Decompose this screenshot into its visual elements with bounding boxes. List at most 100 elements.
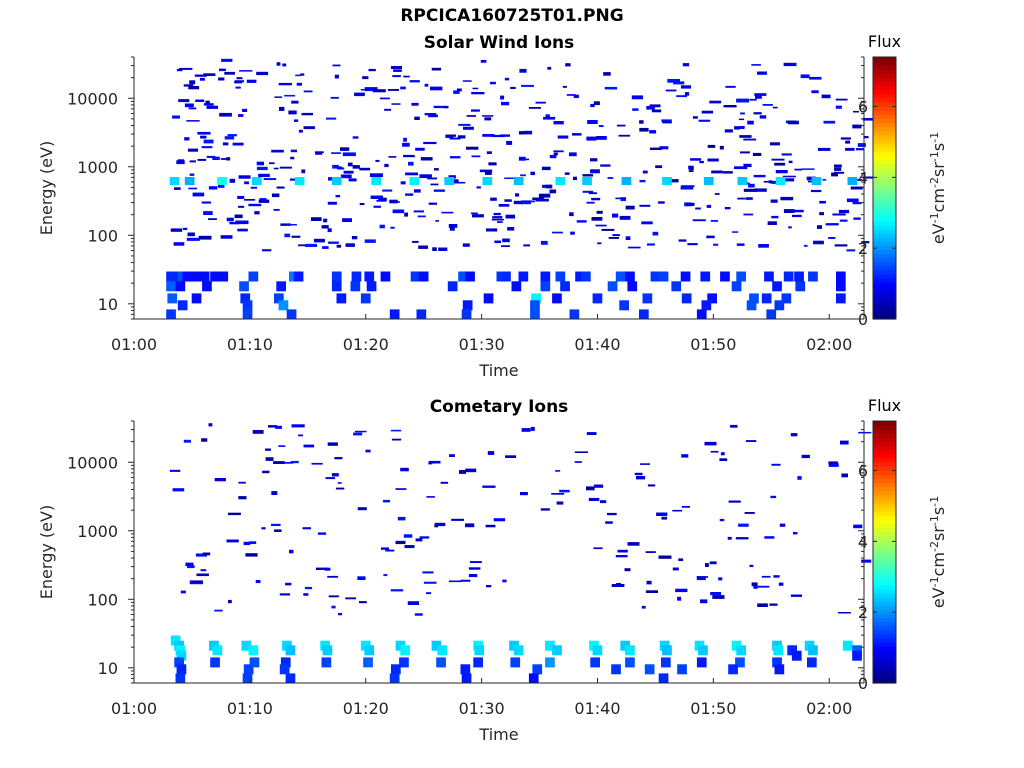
colorbar-segment xyxy=(873,122,896,128)
data-cell xyxy=(699,160,704,164)
data-cell xyxy=(794,271,804,282)
data-cell xyxy=(710,592,722,596)
data-cell xyxy=(448,580,462,583)
data-cell xyxy=(532,664,543,675)
data-cell xyxy=(303,593,309,596)
data-cell xyxy=(591,197,601,201)
data-cell xyxy=(248,541,257,544)
data-cell xyxy=(389,673,400,684)
x-tick-label: 01:30 xyxy=(459,699,505,718)
data-cell xyxy=(276,186,285,189)
data-cell xyxy=(524,130,533,135)
data-cell xyxy=(278,82,292,86)
colorbar-segment xyxy=(873,658,896,664)
data-cell xyxy=(354,430,367,433)
data-cell xyxy=(431,640,442,651)
data-cell xyxy=(480,60,487,63)
data-cell xyxy=(569,152,577,157)
data-cell xyxy=(380,271,391,282)
data-cell xyxy=(298,244,310,247)
data-cell xyxy=(456,88,462,92)
colorbar-segment xyxy=(873,621,896,627)
data-cell xyxy=(431,67,442,71)
data-cell xyxy=(545,657,555,668)
data-cell xyxy=(692,219,706,222)
data-cell xyxy=(449,226,455,231)
colorbar-segment xyxy=(873,192,896,197)
data-cell xyxy=(552,231,563,234)
data-cell xyxy=(658,201,665,204)
data-cell xyxy=(586,201,595,204)
data-cell xyxy=(788,160,793,164)
data-cell xyxy=(822,179,827,181)
data-cell xyxy=(273,167,279,170)
data-cell xyxy=(618,134,631,137)
colorbar-segment xyxy=(873,147,896,152)
data-cell xyxy=(753,112,762,115)
data-cell xyxy=(636,475,646,480)
data-cell xyxy=(749,293,759,304)
data-cell xyxy=(689,166,694,171)
colorbar-segment xyxy=(873,461,896,467)
colorbar-segment xyxy=(873,502,896,508)
data-cell xyxy=(176,68,183,72)
data-cell xyxy=(652,231,659,236)
data-cell xyxy=(642,170,648,174)
data-cell xyxy=(768,180,773,184)
data-cell xyxy=(482,134,495,137)
data-cell xyxy=(235,220,249,225)
data-cell xyxy=(246,79,257,83)
data-cell xyxy=(774,162,786,166)
data-cell xyxy=(727,536,732,540)
x-tick-label: 01:20 xyxy=(343,335,389,354)
colorbar-segment xyxy=(873,286,896,291)
data-cell xyxy=(718,577,723,581)
data-cell xyxy=(342,152,356,157)
data-cell xyxy=(772,281,782,292)
data-cell xyxy=(172,488,185,492)
data-cell xyxy=(322,645,333,656)
data-cell xyxy=(704,441,717,446)
colorbar-tick-label: 0 xyxy=(858,310,868,329)
data-cell xyxy=(427,177,438,180)
data-cell xyxy=(656,512,668,516)
data-cell xyxy=(236,77,243,80)
data-cell xyxy=(461,309,472,320)
data-cell xyxy=(616,583,621,587)
colorbar-segment xyxy=(873,102,896,107)
data-cell xyxy=(368,68,376,72)
data-cell xyxy=(184,103,194,108)
colorbar-segment xyxy=(873,61,896,66)
data-cell xyxy=(327,442,338,446)
data-cell xyxy=(806,176,816,181)
data-cell xyxy=(412,240,419,243)
data-cell xyxy=(351,236,358,240)
data-cell xyxy=(206,105,218,109)
data-cell xyxy=(521,84,534,87)
data-cell xyxy=(494,240,502,244)
data-cell xyxy=(348,178,357,182)
data-cell xyxy=(409,177,420,185)
data-cell xyxy=(203,103,214,106)
data-cell xyxy=(642,293,653,304)
data-cell xyxy=(183,84,194,87)
data-cell xyxy=(658,271,669,282)
data-cell xyxy=(828,461,838,465)
data-cell xyxy=(180,590,186,594)
colorbar-segment xyxy=(873,453,896,459)
data-cell xyxy=(365,449,371,453)
data-cell xyxy=(217,177,227,185)
colorbar-segment xyxy=(873,73,896,79)
data-cell xyxy=(504,199,512,202)
data-cell xyxy=(279,166,292,169)
data-cell xyxy=(327,201,337,205)
data-cell xyxy=(491,218,504,221)
data-cell xyxy=(728,500,741,503)
data-cell xyxy=(271,491,278,495)
data-cell xyxy=(749,564,754,568)
data-cell xyxy=(754,93,767,96)
data-cell xyxy=(436,657,446,668)
data-cell xyxy=(390,66,402,70)
colorbar-segment xyxy=(873,666,896,672)
data-cell xyxy=(836,271,846,282)
